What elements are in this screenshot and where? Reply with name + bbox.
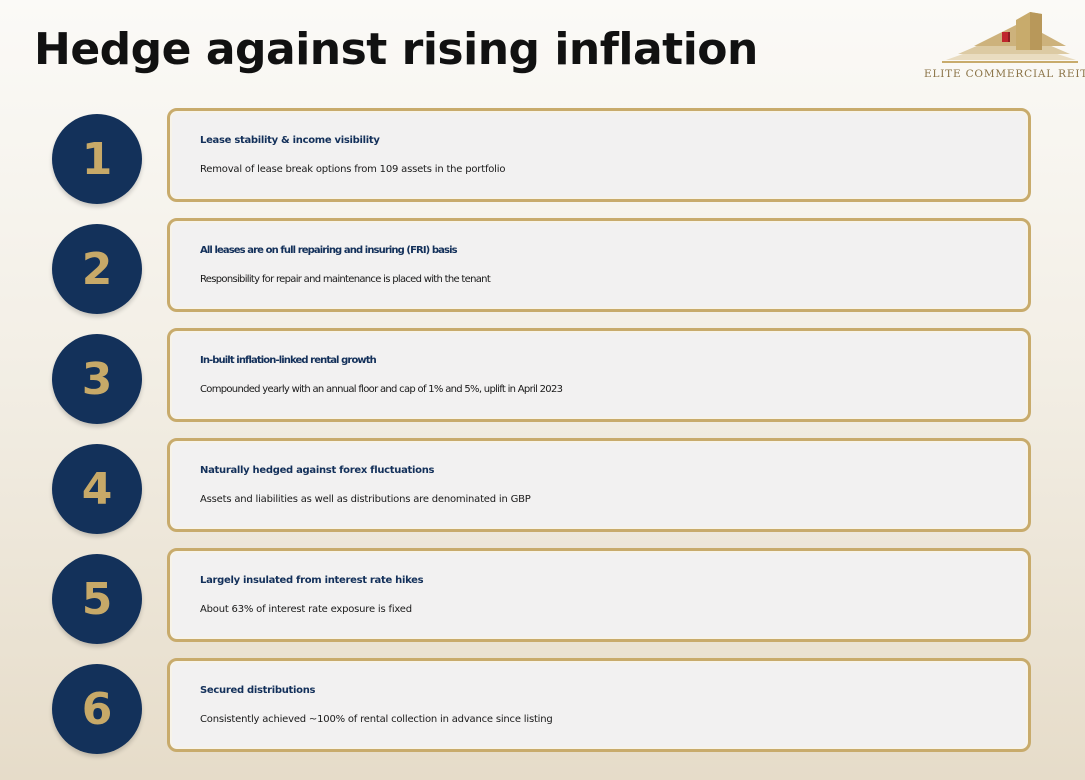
item-card: Naturally hedged against forex fluctuati… [167, 438, 1031, 532]
item-title: Naturally hedged against forex fluctuati… [200, 465, 435, 476]
item-title: Secured distributions [200, 685, 316, 696]
item-description: Assets and liabilities as well as distri… [200, 494, 531, 505]
item-card: In-built inflation-linked rental growth … [167, 328, 1031, 422]
list-item: 3 In-built inflation-linked rental growt… [0, 0, 1085, 424]
item-number-badge: 6 [52, 664, 142, 754]
list-item: 5 Largely insulated from interest rate h… [0, 0, 1085, 644]
item-title: In-built inflation-linked rental growth [200, 355, 377, 366]
item-number-badge: 4 [52, 444, 142, 534]
item-card: Largely insulated from interest rate hik… [167, 548, 1031, 642]
item-number-badge: 5 [52, 554, 142, 644]
item-description: About 63% of interest rate exposure is f… [200, 604, 412, 615]
item-title: All leases are on full repairing and ins… [200, 245, 458, 256]
item-card: Lease stability & income visibility Remo… [167, 108, 1031, 202]
list-item: 1 Lease stability & income visibility Re… [0, 0, 1085, 204]
company-logo: ELITE COMMERCIAL REIT [918, 10, 1085, 86]
logo-text: ELITE COMMERCIAL REIT [924, 68, 1085, 80]
list-item: 6 Secured distributions Consistently ach… [0, 0, 1085, 754]
list-item: 2 All leases are on full repairing and i… [0, 0, 1085, 314]
item-number-badge: 3 [52, 334, 142, 424]
item-card: All leases are on full repairing and ins… [167, 218, 1031, 312]
item-card: Secured distributions Consistently achie… [167, 658, 1031, 752]
building-logo-icon [942, 12, 1078, 63]
item-description: Removal of lease break options from 109 … [200, 164, 506, 175]
item-title: Largely insulated from interest rate hik… [200, 575, 424, 586]
item-description: Consistently achieved ~100% of rental co… [200, 714, 553, 725]
item-number-badge: 2 [52, 224, 142, 314]
item-description: Responsibility for repair and maintenanc… [200, 274, 491, 285]
list-item: 4 Naturally hedged against forex fluctua… [0, 0, 1085, 534]
item-number-badge: 1 [52, 114, 142, 204]
item-title: Lease stability & income visibility [200, 135, 380, 146]
item-description: Compounded yearly with an annual floor a… [200, 384, 563, 395]
page-title: Hedge against rising inflation [34, 24, 758, 75]
